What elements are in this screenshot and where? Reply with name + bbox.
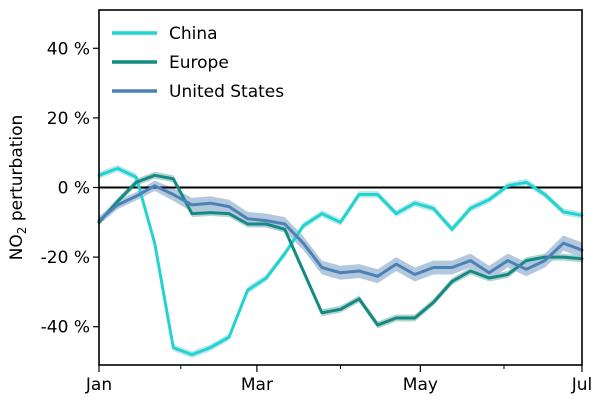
china-line (97, 166, 584, 357)
x-tick-label: Jan (85, 375, 112, 395)
y-tick-label: 40 % (47, 39, 90, 59)
united-states-line (97, 184, 584, 278)
x-tick-label: Jul (571, 375, 593, 395)
series-lines (97, 166, 584, 357)
x-axis-ticks: Jan Mar May Jul (85, 365, 592, 395)
y-tick-label: 0 % (58, 179, 90, 199)
y-axis-label: NO2 perturbation (7, 115, 29, 261)
legend-label-china: China (169, 24, 218, 44)
legend: China Europe United States (112, 24, 284, 102)
x-tick-label: Mar (241, 375, 273, 395)
y-tick-label: -40 % (41, 318, 90, 338)
x-tick-label: May (403, 375, 438, 395)
china-band (99, 164, 582, 358)
europe-line (97, 173, 584, 327)
united-states-band (99, 180, 582, 284)
legend-label-europe: Europe (169, 53, 229, 73)
y-axis-ticks: 40 % 20 % 0 % -20 % -40 % (41, 39, 99, 338)
y-tick-label: 20 % (47, 109, 90, 129)
y-tick-label: -20 % (41, 248, 90, 268)
legend-label-united-states: United States (169, 82, 284, 102)
